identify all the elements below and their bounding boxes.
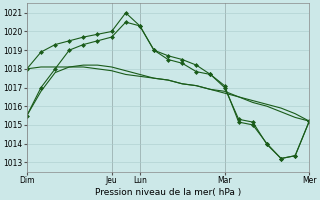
X-axis label: Pression niveau de la mer( hPa ): Pression niveau de la mer( hPa ) bbox=[95, 188, 241, 197]
